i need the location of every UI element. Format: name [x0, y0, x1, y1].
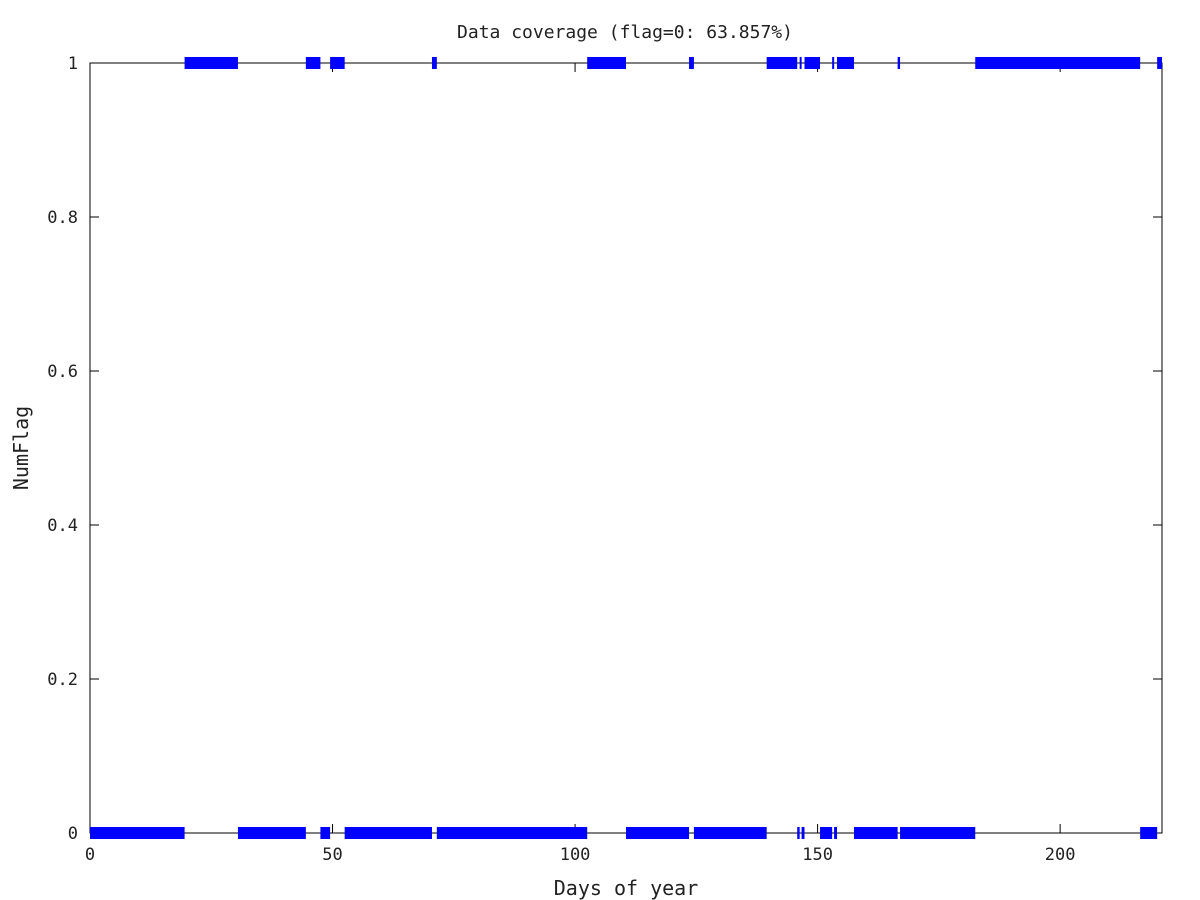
- y-tick-label: 0: [68, 824, 78, 844]
- x-tick-label: 200: [1045, 845, 1076, 865]
- flag0-marker-band: [820, 827, 833, 839]
- flag1-marker-band: [975, 57, 1141, 69]
- x-tick-label: 150: [802, 845, 833, 865]
- flag1-marker-band: [832, 57, 835, 69]
- y-tick-label: 0.8: [47, 208, 78, 228]
- flag1-marker-band: [330, 57, 345, 69]
- y-axis-label: NumFlag: [9, 406, 33, 490]
- x-tick-label: 0: [85, 845, 95, 865]
- flag1-marker-band: [431, 57, 437, 69]
- y-tick-label: 1: [68, 54, 78, 74]
- flag1-marker-band: [897, 57, 901, 69]
- x-tick-label: 50: [322, 845, 342, 865]
- x-tick-label: 100: [560, 845, 591, 865]
- flag1-marker-band: [305, 57, 321, 69]
- flag0-marker-band: [797, 827, 800, 839]
- flag0-marker-band: [320, 827, 331, 839]
- axis-ticks: 0 50 100 150 200 0 0.2 0.4 0.6 0.8 1: [47, 54, 1162, 865]
- y-tick-label: 0.2: [47, 670, 78, 690]
- flag1-marker-band: [766, 57, 798, 69]
- flag0-marker-band: [1140, 827, 1158, 839]
- flag0-marker-band: [626, 827, 690, 839]
- flag1-marker-band: [587, 57, 626, 69]
- flag1-marker-band: [184, 57, 238, 69]
- flag1-marker-band: [837, 57, 854, 69]
- flag0-marker-band: [801, 827, 805, 839]
- flag0-marker-band: [693, 827, 767, 839]
- flag1-marker-band: [799, 57, 802, 69]
- flag0-marker-band: [344, 827, 432, 839]
- flag0-marker-band: [237, 827, 306, 839]
- flag0-marker-band: [900, 827, 976, 839]
- series-marks: [90, 57, 1162, 839]
- flag1-marker-band: [1157, 57, 1162, 69]
- y-tick-label: 0.6: [47, 362, 78, 382]
- plot-frame: [89, 62, 1163, 834]
- flag0-marker-band: [834, 827, 838, 839]
- x-axis-label: Days of year: [554, 876, 699, 900]
- flag1-marker-band: [804, 57, 821, 69]
- flag0-marker-band: [853, 827, 898, 839]
- flag0-marker-band: [436, 827, 588, 839]
- flag0-marker-band: [90, 827, 185, 839]
- y-tick-label: 0.4: [47, 516, 78, 536]
- chart-title: Data coverage (flag=0: 63.857%): [457, 22, 793, 43]
- flag1-marker-band: [689, 57, 694, 69]
